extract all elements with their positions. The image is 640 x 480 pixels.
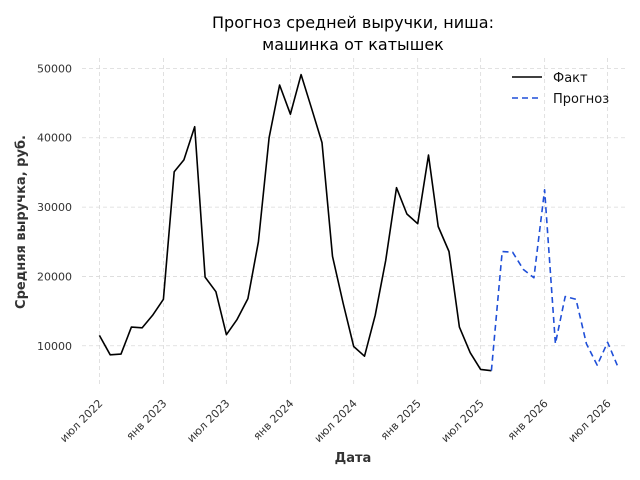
y-tick-label: 30000: [37, 201, 72, 214]
x-axis-label: Дата: [335, 451, 372, 466]
series-lines: [98, 73, 620, 372]
x-tick-label: янв 2025: [378, 397, 424, 443]
y-tick-label: 40000: [37, 132, 72, 145]
legend-label-forecast: Прогноз: [553, 92, 609, 107]
chart-title-line-2: машинка от катышек: [262, 35, 444, 54]
x-tick-label: июл 2025: [439, 397, 487, 445]
x-tick-label: янв 2026: [505, 397, 551, 443]
x-tick-label: июл 2026: [566, 397, 614, 445]
series-line-forecast: [490, 189, 620, 371]
y-tick-label: 10000: [37, 340, 72, 353]
legend: Факт Прогноз: [512, 71, 609, 107]
chart-title-line-1: Прогноз средней выручки, ниша:: [212, 13, 494, 32]
y-tick-label: 50000: [37, 62, 72, 75]
grid-lines: [82, 58, 625, 386]
y-axis-label: Средняя выручка, руб.: [14, 135, 29, 309]
x-axis-ticks: июл 2022 янв 2023 июл 2023 янв 2024 июл 2024…: [57, 397, 613, 445]
x-tick-label: июл 2024: [312, 397, 360, 445]
y-tick-label: 20000: [37, 270, 72, 283]
x-tick-label: июл 2023: [184, 397, 232, 445]
x-tick-label: июл 2022: [57, 397, 105, 445]
x-tick-label: янв 2023: [124, 397, 170, 443]
series-line-fact: [98, 73, 492, 372]
x-tick-label: янв 2024: [251, 397, 297, 443]
y-axis-ticks: 10000 20000 30000 40000 50000: [37, 62, 72, 352]
legend-label-fact: Факт: [553, 71, 588, 86]
